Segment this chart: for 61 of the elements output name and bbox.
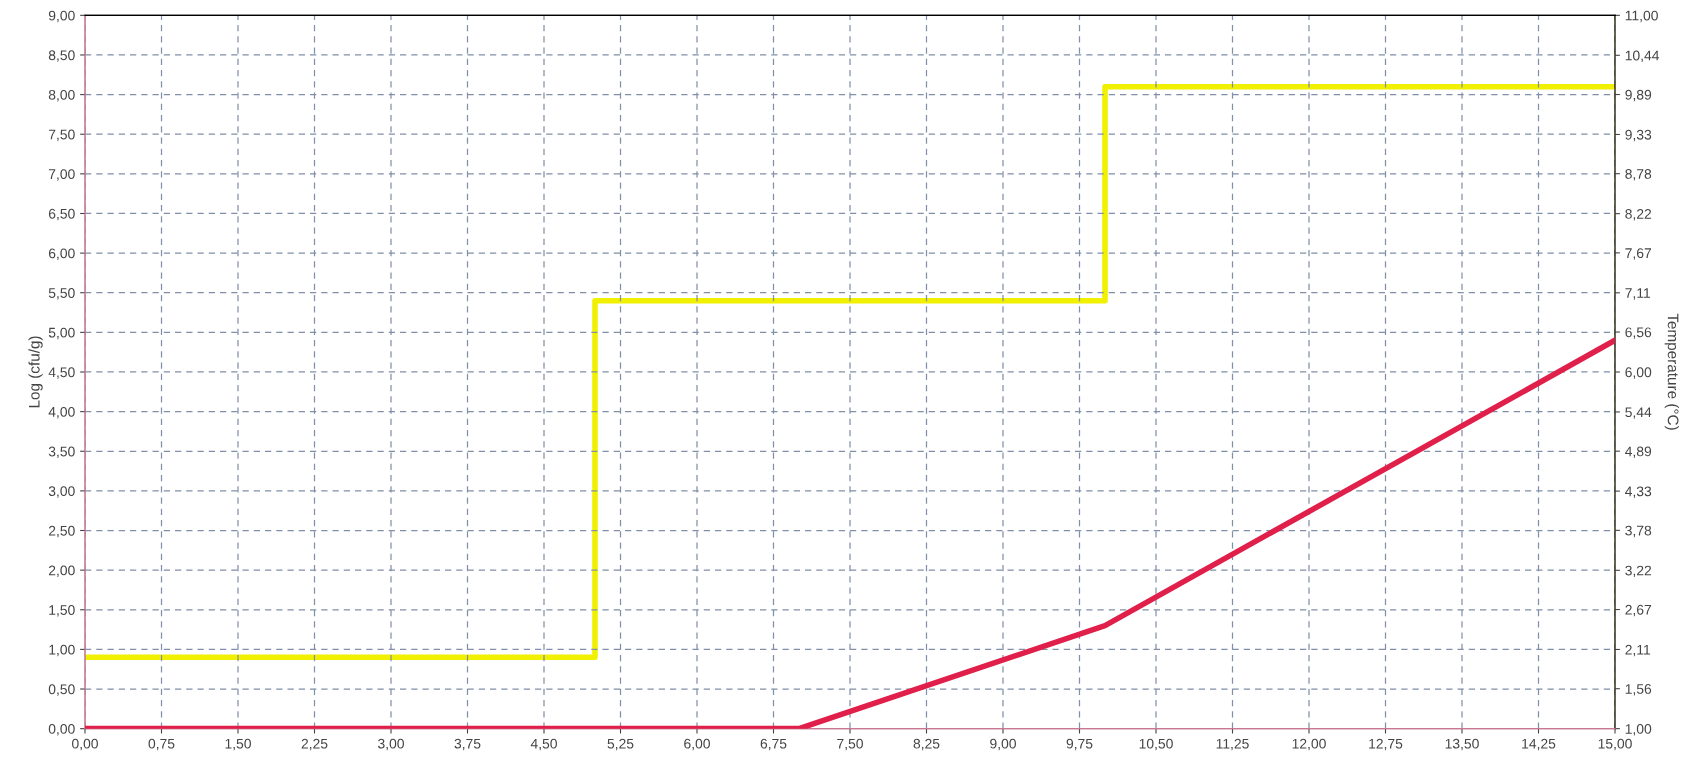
y2-tick-label: 4,33	[1625, 486, 1652, 498]
y2-tick-label: 9,89	[1625, 89, 1652, 102]
x-tick-label: 3,75	[454, 738, 481, 751]
y-tick-label: 4,00	[48, 406, 75, 419]
x-tick-label: 3,00	[378, 738, 404, 751]
x-tick-label: 6,75	[760, 738, 787, 751]
y-tick-label: 8,50	[48, 50, 75, 62]
x-tick-label: 12,75	[1369, 738, 1403, 751]
x-tick-label: 1,50	[225, 738, 251, 751]
y2-tick-label: 1,56	[1625, 684, 1652, 696]
x-tick-label: 14,25	[1522, 738, 1556, 751]
y-tick-label: 3,50	[48, 446, 75, 459]
y2-tick-label: 9,33	[1625, 129, 1652, 142]
x-tick-label: 8,25	[913, 738, 940, 751]
y2-tick-label: 3,22	[1625, 565, 1652, 578]
y2-tick-label: 1,00	[1625, 723, 1652, 736]
y-tick-label: 1,50	[49, 605, 75, 617]
y-tick-label: 0,00	[48, 723, 75, 736]
y-tick-label: 2,00	[48, 565, 75, 577]
x-tick-label: 9,00	[990, 738, 1016, 751]
x-tick-label: 0,00	[72, 738, 98, 751]
y-tick-label: 6,00	[48, 248, 75, 260]
y-tick-label: 8,00	[48, 89, 75, 102]
y-tick-label: 9,00	[48, 10, 75, 23]
x-tick-label: 2,25	[301, 738, 328, 751]
x-tick-label: 9,75	[1066, 738, 1093, 751]
y2-tick-label: 11,00	[1625, 10, 1658, 23]
x-tick-label: 5,25	[607, 738, 634, 751]
y2-tick-label: 8,22	[1625, 208, 1652, 221]
y2-tick-label: 7,11	[1625, 288, 1651, 300]
y-tick-label: 3,00	[48, 486, 75, 498]
y2-axis-title: Temperature (°C)	[1664, 313, 1679, 430]
y2-tick-label: 2,11	[1625, 644, 1651, 657]
x-tick-label: 4,50	[530, 738, 557, 751]
y-tick-label: 5,50	[48, 288, 75, 300]
y-tick-label: 0,50	[48, 684, 75, 696]
y-tick-label: 7,00	[48, 169, 75, 181]
y-tick-label: 7,50	[48, 129, 75, 142]
x-tick-label: 11,25	[1216, 738, 1249, 751]
y-tick-label: 6,50	[48, 208, 75, 221]
y-tick-label: 2,50	[48, 525, 75, 538]
x-tick-label: 10,50	[1139, 738, 1173, 751]
x-tick-label: 15,00	[1598, 738, 1632, 751]
y2-tick-label: 2,67	[1625, 604, 1652, 617]
x-tick-label: 6,00	[684, 738, 710, 751]
y2-tick-label: 3,78	[1625, 525, 1652, 538]
y2-tick-label: 8,78	[1625, 169, 1652, 181]
y-tick-label: 4,50	[48, 367, 75, 379]
y2-tick-label: 5,44	[1625, 407, 1652, 419]
y-axis-title: Log (cfu/g)	[28, 336, 43, 408]
y-tick-label: 5,00	[48, 327, 75, 340]
y2-tick-label: 7,67	[1625, 248, 1652, 260]
x-tick-label: 7,50	[837, 738, 863, 751]
y2-tick-label: 6,00	[1625, 367, 1652, 379]
y2-tick-label: 4,89	[1625, 446, 1652, 458]
y2-tick-label: 10,44	[1625, 50, 1660, 63]
x-tick-label: 13,50	[1445, 738, 1479, 751]
x-tick-label: 0,75	[148, 738, 175, 751]
x-tick-label: 12,00	[1292, 738, 1326, 751]
y2-tick-label: 6,56	[1625, 327, 1652, 339]
y-tick-label: 1,00	[49, 644, 75, 657]
